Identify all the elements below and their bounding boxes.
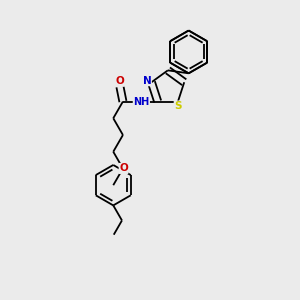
Text: N: N (142, 76, 152, 86)
Text: NH: NH (133, 97, 149, 106)
Text: O: O (119, 164, 128, 173)
Text: S: S (174, 101, 182, 111)
Text: O: O (116, 76, 124, 86)
